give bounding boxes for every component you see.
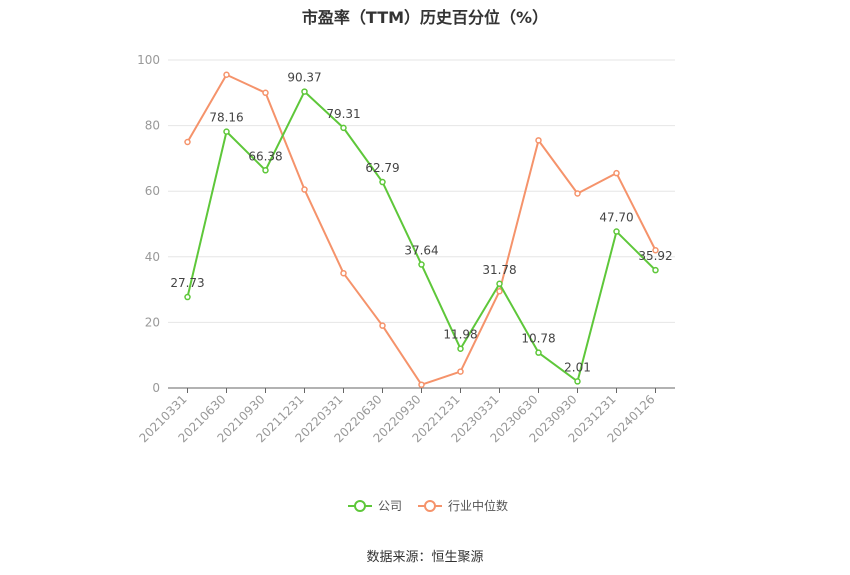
data-point xyxy=(574,190,581,197)
legend-label: 公司 xyxy=(378,499,402,513)
data-point xyxy=(223,71,230,79)
data-point xyxy=(613,228,620,235)
data-point xyxy=(574,378,581,385)
data-point xyxy=(379,322,386,329)
data-label: 31.78 xyxy=(482,263,516,277)
y-tick-label: 40 xyxy=(145,250,160,264)
data-label: 37.64 xyxy=(404,244,438,258)
data-label: 79.31 xyxy=(326,107,360,121)
data-point xyxy=(184,293,191,301)
data-point xyxy=(457,345,464,352)
data-point xyxy=(613,169,620,177)
data-source: 数据来源：恒生聚源 xyxy=(366,550,484,565)
data-point xyxy=(301,186,308,193)
legend-swatch-marker xyxy=(354,500,366,512)
data-point xyxy=(301,88,308,95)
data-label: 10.78 xyxy=(521,332,555,346)
data-point xyxy=(496,280,503,288)
data-point xyxy=(340,124,347,132)
data-point xyxy=(418,381,425,388)
data-label: 2.01 xyxy=(564,360,591,374)
data-label: 11.98 xyxy=(443,328,477,342)
data-label: 78.16 xyxy=(209,111,243,125)
y-tick-label: 80 xyxy=(145,119,160,133)
y-tick-label: 60 xyxy=(145,184,160,198)
legend-label: 行业中位数 xyxy=(448,498,508,513)
data-label: 66.38 xyxy=(248,149,282,163)
data-point xyxy=(184,138,191,146)
data-label: 62.79 xyxy=(365,161,399,175)
data-point xyxy=(652,266,659,274)
chart-title: 市盈率（TTM）历史百分位（%） xyxy=(301,8,549,27)
legend-swatch-marker xyxy=(424,500,436,512)
series-line xyxy=(186,73,657,386)
data-point xyxy=(340,269,347,277)
y-tick-label: 20 xyxy=(145,315,160,329)
y-tick-label: 100 xyxy=(137,53,160,67)
data-label: 35.92 xyxy=(638,249,672,263)
data-point xyxy=(535,137,542,144)
data-point xyxy=(223,128,230,135)
data-point xyxy=(535,349,542,356)
data-point xyxy=(457,368,464,375)
data-point xyxy=(652,246,659,254)
data-label: 27.73 xyxy=(170,276,204,290)
data-point xyxy=(379,178,386,186)
data-point xyxy=(262,167,269,174)
data-label: 90.37 xyxy=(287,71,321,85)
data-label: 47.70 xyxy=(599,211,633,225)
series-line xyxy=(186,90,657,383)
data-point xyxy=(262,89,269,97)
data-point xyxy=(418,261,425,268)
data-point xyxy=(496,287,503,295)
y-tick-label: 0 xyxy=(152,381,160,395)
